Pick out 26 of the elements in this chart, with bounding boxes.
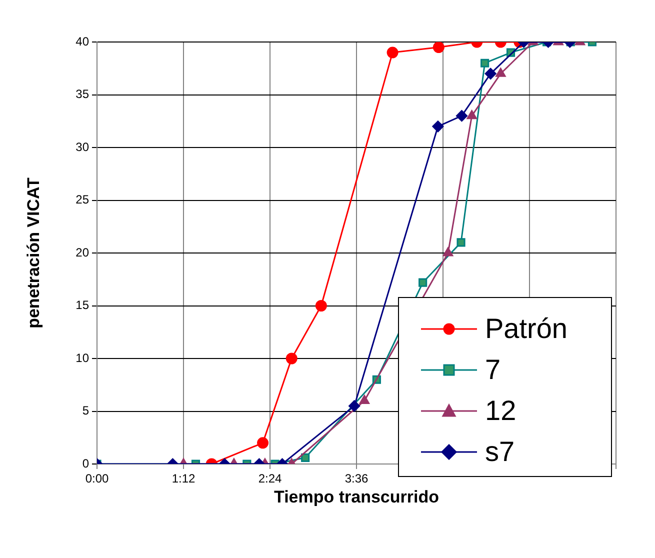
x-tick-label: 2:24 [258, 472, 282, 486]
point [442, 247, 454, 256]
legend-label: 12 [485, 394, 516, 426]
legend-label: Patrón [485, 312, 568, 344]
y-tick-label: 35 [76, 87, 90, 102]
point [418, 278, 428, 287]
y-tick-label: 15 [76, 298, 90, 312]
point [315, 300, 327, 312]
point [456, 110, 468, 122]
legend-label: s7 [485, 436, 515, 468]
y-tick-label: 0 [82, 456, 90, 470]
y-tick-label: 30 [76, 140, 90, 154]
y-tick-label: 10 [76, 350, 90, 365]
legend-label: 7 [485, 354, 501, 386]
y-axis-title: penetración VICAT [24, 176, 43, 328]
point [456, 238, 466, 247]
point [432, 120, 444, 132]
x-tick-label: 1:12 [172, 472, 196, 486]
x-tick-label: 3:36 [344, 472, 368, 486]
y-tick-label: 25 [76, 192, 90, 207]
y-tick-label: 20 [76, 245, 90, 260]
x-axis-title: Tiempo transcurrido [274, 487, 439, 506]
x-tick-label: 0:00 [85, 472, 109, 486]
point [359, 394, 370, 404]
y-tick-label: 5 [82, 404, 90, 418]
y-tick-label: 40 [76, 34, 90, 48]
